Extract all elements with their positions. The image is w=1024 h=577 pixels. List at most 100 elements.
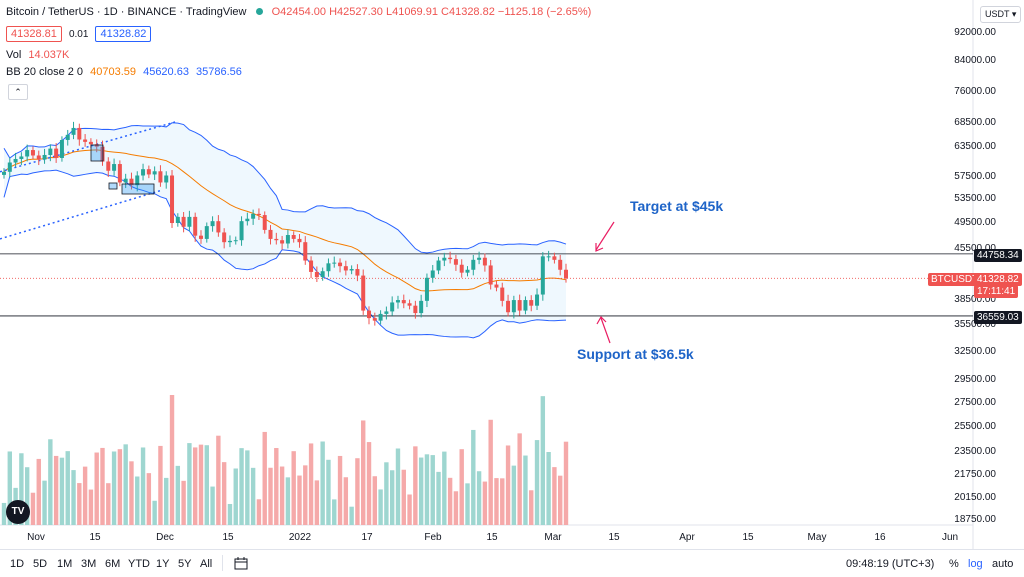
candle-body (395, 300, 400, 303)
volume-bar (442, 451, 447, 525)
candle-body (65, 134, 70, 140)
currency-selector[interactable]: USDT ▾ (980, 6, 1022, 23)
volume-bar (129, 461, 134, 525)
volume-bar (332, 499, 337, 525)
calendar-range-icon[interactable] (234, 556, 248, 573)
volume-bar (500, 478, 505, 525)
candle-body (291, 235, 296, 239)
volume-bar (216, 435, 221, 525)
candle-body (303, 242, 308, 261)
candle-body (419, 300, 424, 314)
volume-bar (268, 467, 273, 525)
volume-bar (303, 465, 308, 525)
volume-bar (552, 467, 557, 525)
candle-body (442, 257, 447, 261)
tradingview-logo[interactable]: TV (6, 500, 30, 524)
volume-bar (505, 445, 511, 525)
candle-body (83, 139, 88, 142)
range-5y[interactable]: 5Y (178, 558, 192, 570)
volume-bar (48, 439, 53, 525)
candle-body (175, 216, 180, 224)
vol-label[interactable]: Vol (6, 49, 22, 61)
range-all[interactable]: All (200, 558, 213, 570)
candle-body (245, 218, 250, 222)
candle-body (314, 271, 319, 278)
candle-body (25, 150, 30, 157)
chart-canvas[interactable] (0, 0, 1024, 550)
volume-bar (326, 459, 331, 525)
candle-body (204, 226, 209, 239)
candle-body (239, 221, 244, 241)
support-annotation: Support at $36.5k (577, 346, 694, 362)
volume-bar (517, 433, 522, 525)
candle-body (540, 256, 545, 295)
volume-bar (384, 462, 389, 525)
volume-bar (152, 500, 157, 525)
volume-bar (117, 449, 123, 525)
price-tick-label: 18750.00 (954, 514, 996, 525)
candle-body (152, 171, 157, 175)
time-tick-label: Apr (679, 532, 695, 543)
range-1d[interactable]: 1D (10, 558, 25, 570)
volume-bar (361, 420, 366, 525)
volume-bar (378, 489, 383, 525)
volume-bar (158, 445, 163, 525)
candle-body (71, 127, 76, 135)
candle-body (216, 221, 221, 233)
volume-bar (245, 450, 250, 525)
volume-bar (534, 440, 540, 525)
range-3m[interactable]: 3M (81, 558, 97, 570)
candle-body (181, 216, 186, 227)
candle-body (413, 305, 418, 314)
volume-bar (262, 431, 267, 525)
chevron-up-icon: ⌃ (14, 87, 22, 97)
volume-bar (471, 429, 476, 525)
range-1m[interactable]: 1M (57, 558, 73, 570)
range-1y[interactable]: 1Y (156, 558, 170, 570)
target-annotation: Target at $45k (630, 198, 724, 214)
bb-lower-line (3, 169, 567, 339)
symbol-title[interactable]: Bitcoin / TetherUS · 1D · BINANCE · Trad… (6, 6, 247, 18)
buy-price-button[interactable]: 41328.82 (95, 26, 152, 42)
candle-body (36, 155, 41, 160)
candle-body (222, 232, 227, 243)
legend-title-row: Bitcoin / TetherUS · 1D · BINANCE · Trad… (6, 6, 591, 18)
range-ytd[interactable]: YTD (128, 558, 150, 570)
sell-price-button[interactable]: 41328.81 (6, 26, 62, 42)
bb-label[interactable]: BB 20 close 2 0 (6, 66, 84, 78)
volume-bar (65, 451, 70, 525)
volume-bar (355, 458, 360, 525)
log-toggle[interactable]: log (968, 558, 983, 570)
highlight-box (90, 144, 104, 162)
candle-body (280, 240, 285, 244)
volume-bar (192, 447, 198, 525)
volume-bar (447, 477, 453, 525)
ohlc-values: O42454.00 H42527.30 L41069.91 C41328.82 … (271, 6, 592, 18)
collapse-legend-button[interactable]: ⌃ (8, 84, 28, 100)
candle-body (517, 300, 522, 311)
candle-body (123, 178, 128, 183)
candle-body (88, 141, 93, 145)
target-arrow-icon (595, 221, 615, 251)
clock[interactable]: 09:48:19 (UTC+3) (846, 558, 935, 570)
candle-body (343, 266, 348, 271)
range-5d[interactable]: 5D (33, 558, 48, 570)
time-tick-label: Mar (544, 532, 562, 543)
percent-toggle[interactable]: % (949, 558, 959, 570)
spread-value: 0.01 (68, 29, 89, 40)
price-tick-label: 92000.00 (954, 27, 996, 38)
volume-bar (546, 452, 551, 525)
range-6m[interactable]: 6M (105, 558, 121, 570)
volume-bar (297, 475, 302, 525)
candle-body (361, 275, 366, 311)
time-tick-label: Jun (941, 532, 959, 543)
candle-body (401, 300, 406, 304)
bb-upper-line (3, 122, 567, 254)
volume-bar (146, 473, 152, 525)
chevron-down-icon: ▾ (1011, 9, 1017, 19)
candle-body (285, 235, 290, 244)
volume-bar (19, 453, 24, 525)
candle-body (453, 259, 458, 265)
price-tick-label: 84000.00 (954, 54, 996, 66)
auto-toggle[interactable]: auto (992, 558, 1014, 570)
